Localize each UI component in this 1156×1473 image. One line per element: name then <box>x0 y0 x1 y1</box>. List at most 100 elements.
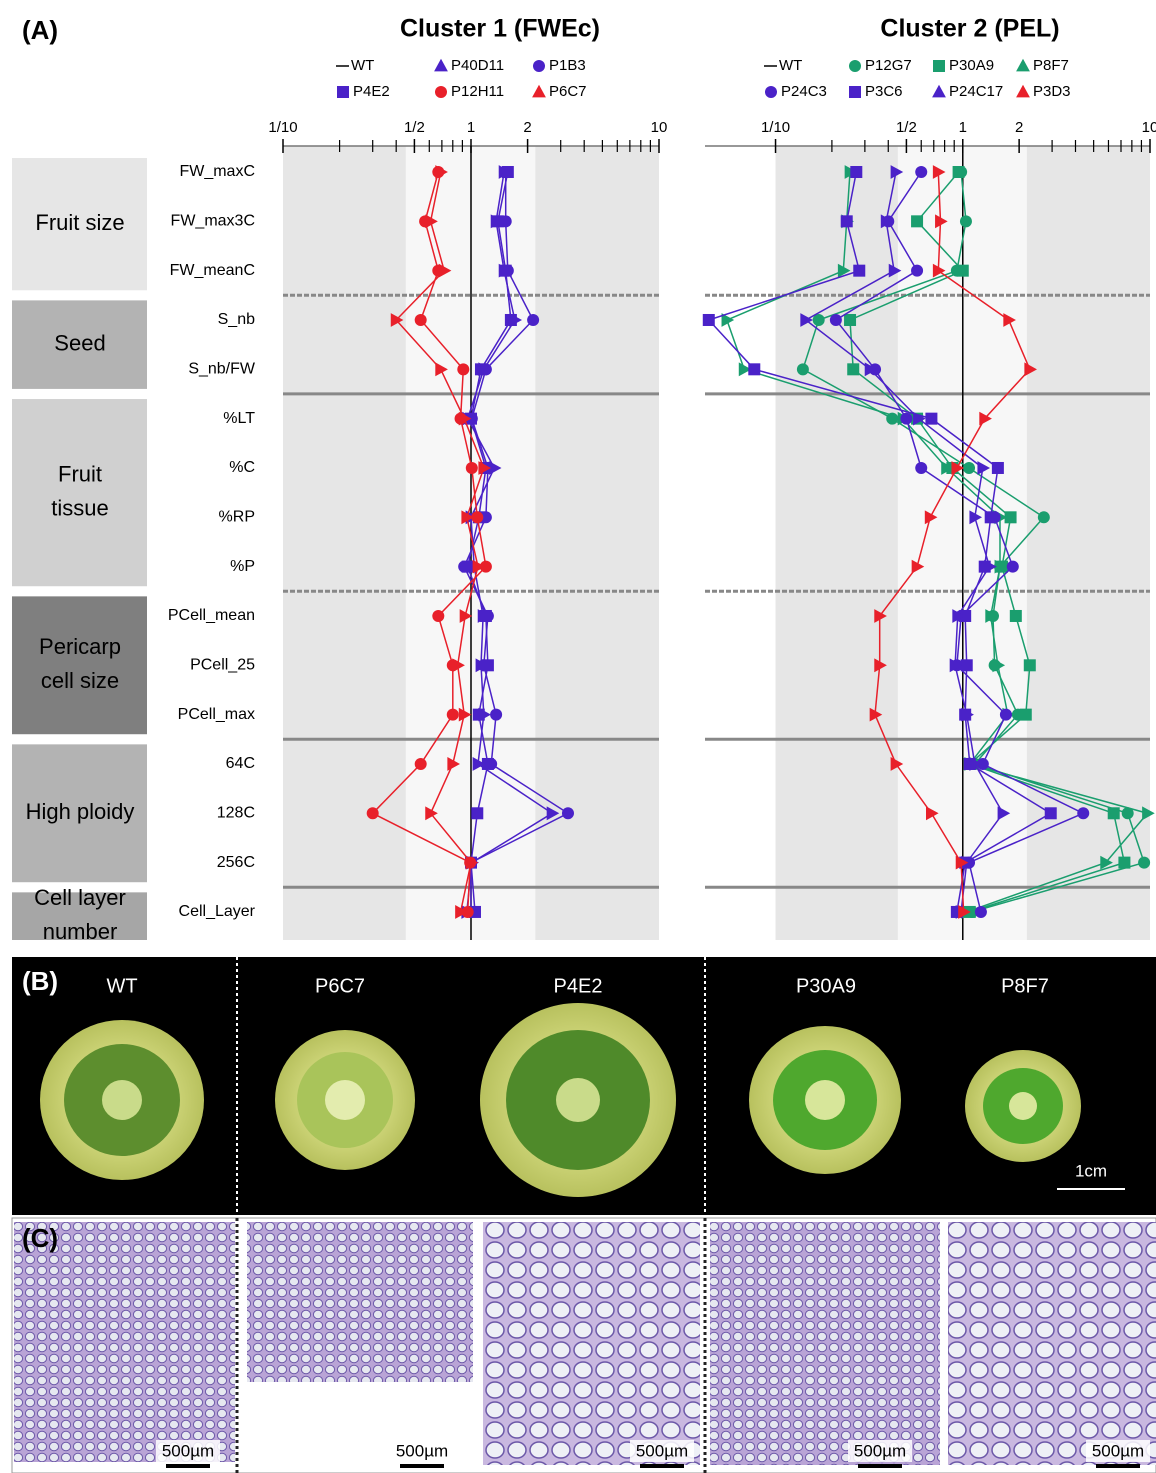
marker <box>994 559 1008 574</box>
section-image <box>483 1222 700 1465</box>
marker <box>847 363 860 376</box>
marker <box>481 757 494 770</box>
series-line <box>801 171 1146 913</box>
tomato-p30a9 <box>749 1026 901 1174</box>
row-label: 64C <box>226 755 255 772</box>
marker <box>738 362 752 377</box>
scale-label: 500µm <box>854 1441 906 1460</box>
section-image <box>948 1222 1156 1465</box>
row-label: PCell_25 <box>190 657 255 674</box>
tomato-p4e2 <box>480 1003 676 1197</box>
marker <box>459 609 473 623</box>
marker <box>748 363 761 376</box>
section-image <box>14 1222 235 1462</box>
marker <box>1118 856 1131 869</box>
marker <box>434 58 448 72</box>
row-label: 256C <box>217 854 255 871</box>
marker <box>479 609 492 622</box>
marker <box>425 806 438 821</box>
marker <box>1004 511 1017 524</box>
marker <box>999 708 1012 721</box>
marker <box>984 511 997 524</box>
legend-label: P40D11 <box>451 57 504 74</box>
marker <box>1077 807 1090 820</box>
group-box <box>12 158 147 291</box>
marker <box>941 461 954 475</box>
group-label: Fruit size <box>35 210 124 235</box>
marker <box>850 166 863 178</box>
marker <box>337 86 349 98</box>
group-box <box>12 892 147 940</box>
marker <box>1009 609 1022 622</box>
series-line <box>874 171 1031 912</box>
marker <box>414 313 427 326</box>
marker <box>959 609 972 622</box>
marker <box>1003 313 1016 327</box>
legend-label: P3D3 <box>1033 83 1071 100</box>
marker <box>869 707 883 722</box>
group-box <box>12 744 147 883</box>
marker <box>974 905 987 918</box>
marker <box>960 659 973 672</box>
group-box <box>12 399 147 587</box>
chart-title: Cluster 2 (PEL) <box>880 15 1059 43</box>
marker <box>911 215 924 228</box>
marker <box>471 511 484 524</box>
marker <box>1121 807 1134 820</box>
marker <box>702 313 715 326</box>
group-label: cell size <box>41 668 119 693</box>
marker <box>527 313 540 326</box>
legend-label: P24C17 <box>949 83 1003 100</box>
legend-label: P4E2 <box>353 83 390 100</box>
marker <box>963 461 976 474</box>
marker <box>414 757 427 770</box>
marker <box>504 313 517 326</box>
marker <box>446 708 459 721</box>
marker <box>478 461 492 475</box>
section-image <box>247 1222 473 1382</box>
marker <box>911 264 924 277</box>
marker <box>532 84 546 98</box>
marker <box>913 411 926 426</box>
marker <box>472 559 486 574</box>
marker <box>932 165 946 179</box>
group-label: Fruit <box>58 461 102 486</box>
marker <box>997 806 1011 821</box>
marker <box>979 411 992 426</box>
scale-bg <box>630 1440 694 1462</box>
marker <box>491 215 504 228</box>
marker <box>864 362 878 377</box>
tomato-wt <box>40 1020 204 1180</box>
marker <box>933 60 945 72</box>
marker <box>432 609 445 622</box>
marker <box>390 313 404 327</box>
scale-label: 500µm <box>1092 1441 1144 1460</box>
marker <box>457 363 470 376</box>
marker <box>438 263 452 278</box>
photo-label: P8F7 <box>1001 975 1049 997</box>
row-label: %RP <box>219 509 255 526</box>
row-label: PCell_max <box>178 706 255 723</box>
marker <box>844 313 857 326</box>
series-line <box>395 171 485 913</box>
legend-label: P6C7 <box>549 83 587 100</box>
marker <box>853 264 866 277</box>
row-label: FW_maxC <box>179 163 255 180</box>
x-tick-label: 2 <box>1015 119 1023 136</box>
x-tick-label: 1/10 <box>761 119 790 136</box>
marker <box>880 214 894 229</box>
marker <box>958 905 971 919</box>
photo-label: WT <box>106 975 137 997</box>
legend-label: WT <box>351 57 374 74</box>
legend-label: P30A9 <box>949 57 994 74</box>
marker <box>837 263 851 278</box>
marker <box>721 313 735 327</box>
marker <box>956 264 969 277</box>
x-tick-label: 1 <box>959 119 967 136</box>
marker <box>1044 807 1057 820</box>
x-tick-label: 1/10 <box>268 119 297 136</box>
x-tick-label: 10 <box>1142 119 1156 136</box>
marker <box>474 363 487 376</box>
marker <box>985 609 998 623</box>
